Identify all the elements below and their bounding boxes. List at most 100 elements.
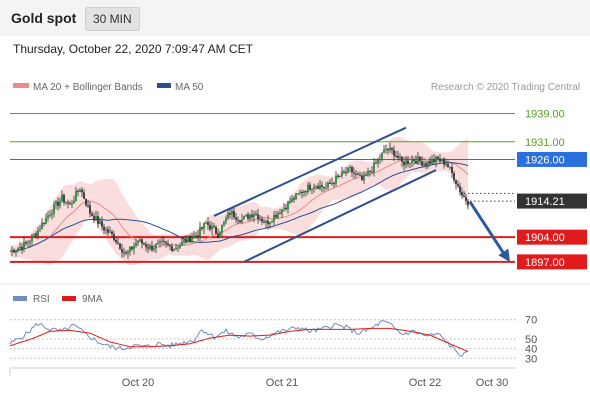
candle-body: [135, 243, 137, 246]
candle-body: [289, 201, 291, 203]
candle-body: [151, 245, 153, 251]
candle-body: [421, 161, 423, 166]
candle-body: [433, 159, 435, 163]
candle-body: [45, 217, 47, 224]
ma50-legend-swatch: [157, 83, 171, 88]
rsi-y-tick-70: 70: [525, 315, 537, 327]
candle-body: [49, 214, 51, 216]
candle-body: [195, 235, 197, 237]
candle-body: [341, 171, 343, 176]
candle-body: [169, 244, 171, 247]
candle-body: [157, 242, 159, 244]
candle-body: [453, 173, 455, 181]
candle-body: [163, 240, 165, 243]
bollinger-legend-label: MA 20 + Bollinger Bands: [33, 82, 143, 93]
candle-body: [37, 230, 39, 236]
candle-body: [325, 187, 327, 189]
candle-body: [263, 221, 265, 223]
candle-body: [19, 246, 21, 249]
candle-body: [171, 246, 173, 251]
candle-body: [175, 247, 177, 250]
level-label-4: 1904.00: [525, 232, 565, 244]
candle-body: [277, 213, 279, 218]
candle-body: [219, 232, 221, 238]
rsi-line: [9, 320, 469, 357]
level-label-2: 1926.00: [525, 154, 565, 166]
candle-body: [183, 240, 185, 242]
candle-body: [377, 159, 379, 164]
candle-body: [33, 233, 35, 235]
candle-body: [343, 171, 345, 173]
candle-body: [395, 155, 397, 157]
candle-body: [47, 215, 49, 218]
candle-body: [237, 219, 239, 221]
candle-body: [31, 234, 33, 242]
x-tick-oct22: Oct 22: [409, 377, 441, 389]
candle-body: [81, 189, 83, 193]
candle-body: [261, 218, 263, 222]
candle-body: [327, 182, 329, 188]
rsi-ma-legend-label: 9MA: [82, 294, 103, 305]
candle-body: [209, 225, 211, 230]
candle-body: [83, 192, 85, 199]
header-bar: Gold spot 30 MIN: [0, 0, 590, 36]
candle-body: [351, 167, 353, 173]
level-label-5: 1897.00: [525, 257, 565, 269]
candle-body: [99, 221, 101, 224]
candle-body: [387, 148, 389, 151]
bollinger-band: [10, 136, 468, 266]
candle-body: [293, 198, 295, 200]
candle-body: [311, 188, 313, 190]
candle-body: [267, 220, 269, 225]
candle-body: [57, 201, 59, 206]
candle-body: [51, 213, 53, 215]
candle-body: [353, 172, 355, 174]
candle-body: [95, 216, 97, 221]
channel-lower-line: [243, 169, 437, 263]
candle-body: [345, 172, 347, 174]
level-tag-5: [517, 254, 587, 270]
rsi-y-tick-30: 30: [525, 353, 537, 365]
candle-body: [63, 194, 65, 203]
candle-body: [287, 201, 289, 210]
candle-body: [149, 245, 151, 249]
timeframe-badge[interactable]: 30 MIN: [85, 7, 140, 31]
candle-body: [265, 220, 267, 223]
level-tag-4: [517, 229, 587, 245]
candle-body: [103, 226, 105, 231]
candle-body: [225, 218, 227, 222]
candle-body: [43, 222, 45, 224]
candle-body: [217, 233, 219, 238]
candle-body: [221, 224, 223, 233]
candle-body: [417, 157, 419, 164]
candle-body: [339, 175, 341, 177]
candle-body: [53, 204, 55, 214]
candle-body: [375, 162, 377, 164]
ma50-legend-label: MA 50: [175, 82, 204, 93]
candle-body: [65, 202, 67, 204]
candle-body: [295, 193, 297, 200]
candle-body: [357, 173, 359, 175]
candle-body: [303, 191, 305, 194]
candle-body: [361, 175, 363, 181]
candle-body: [77, 190, 79, 192]
candle-body: [71, 203, 73, 205]
candle-body: [259, 218, 261, 220]
candle-body: [127, 251, 129, 254]
candle-body: [129, 246, 131, 252]
candle-body: [91, 213, 93, 216]
candle-body: [291, 198, 293, 203]
candle-body: [111, 231, 113, 235]
candle-body: [365, 174, 367, 176]
candle-body: [89, 205, 91, 214]
candle-body: [299, 191, 301, 194]
rsi-ma-legend-swatch: [62, 296, 76, 301]
candle-body: [437, 156, 439, 159]
channel-upper-line: [213, 126, 407, 217]
rsi-legend-swatch: [13, 296, 27, 301]
candle-body: [347, 167, 349, 173]
candle-body: [233, 211, 235, 218]
candle-body: [93, 215, 95, 221]
